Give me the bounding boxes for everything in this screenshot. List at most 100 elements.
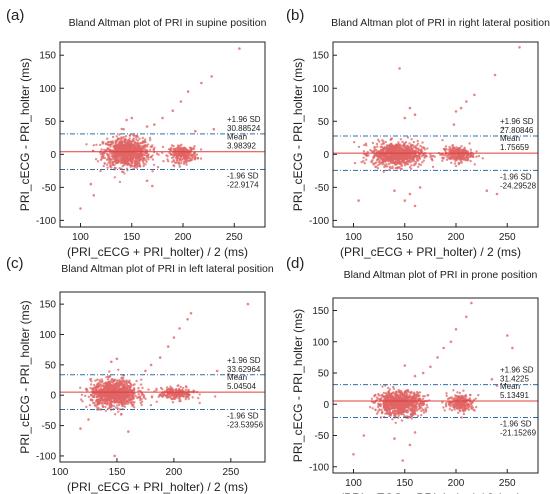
- data-point: [373, 147, 376, 151]
- data-point: [187, 397, 190, 400]
- data-point: [462, 158, 466, 161]
- y-tick-label: 100: [312, 84, 329, 95]
- data-point: [452, 406, 455, 409]
- data-point: [79, 427, 82, 430]
- data-point: [187, 388, 190, 391]
- data-point: [458, 156, 461, 159]
- data-point: [420, 155, 424, 158]
- data-point: [391, 391, 394, 395]
- data-point: [418, 157, 421, 160]
- data-point: [413, 145, 417, 148]
- data-point: [99, 158, 103, 162]
- data-point: [391, 405, 395, 409]
- data-point: [380, 410, 384, 414]
- data-point: [422, 402, 426, 406]
- data-point: [94, 386, 98, 390]
- data-point: [123, 172, 126, 175]
- data-point: [144, 144, 147, 147]
- data-point: [445, 402, 448, 405]
- x-tick-label: 100: [72, 232, 89, 243]
- data-point: [464, 395, 468, 398]
- data-point: [490, 378, 494, 381]
- data-point: [421, 371, 425, 375]
- data-point: [390, 402, 393, 405]
- data-point: [136, 139, 140, 142]
- data-point: [450, 150, 454, 153]
- data-point: [87, 395, 91, 399]
- data-point: [375, 154, 379, 157]
- panel-d: (d)Bland Altman plot of PRI in prone pos…: [286, 255, 539, 494]
- data-point: [429, 155, 432, 158]
- data-point: [387, 150, 390, 153]
- data-point: [429, 153, 432, 156]
- data-point: [407, 395, 410, 398]
- data-point: [377, 405, 380, 409]
- data-point: [457, 150, 461, 153]
- data-point: [375, 412, 379, 415]
- data-point: [403, 116, 407, 120]
- data-point: [137, 393, 140, 396]
- data-point: [456, 391, 459, 394]
- data-point: [172, 144, 175, 148]
- data-point: [131, 392, 134, 395]
- data-point: [460, 416, 463, 419]
- data-point: [473, 93, 476, 97]
- data-point: [139, 389, 142, 393]
- data-point: [103, 156, 107, 160]
- data-point: [382, 170, 385, 173]
- data-point: [130, 402, 133, 405]
- data-point: [137, 159, 141, 163]
- data-point: [396, 157, 399, 161]
- data-point: [128, 397, 131, 400]
- data-point: [401, 140, 404, 144]
- data-point: [394, 394, 397, 398]
- data-point: [132, 134, 136, 137]
- data-point: [94, 158, 98, 161]
- data-point: [444, 145, 448, 148]
- data-point: [111, 155, 115, 158]
- data-point: [176, 159, 179, 162]
- data-point: [135, 379, 138, 383]
- chart-title: Bland Altman plot of PRI in prone positi…: [344, 269, 538, 281]
- data-point: [447, 148, 450, 151]
- data-point: [386, 165, 389, 168]
- data-point: [105, 163, 109, 166]
- data-point: [408, 393, 411, 397]
- data-point: [114, 388, 118, 391]
- data-point: [171, 160, 174, 164]
- data-point: [109, 404, 113, 407]
- data-point: [177, 161, 180, 164]
- data-point: [186, 318, 189, 321]
- data-point: [481, 157, 484, 160]
- data-point: [421, 395, 425, 398]
- data-point: [112, 378, 116, 381]
- data-point: [166, 158, 169, 161]
- data-point: [455, 146, 458, 149]
- data-point: [137, 389, 140, 393]
- scatter-points: [352, 301, 514, 462]
- data-point: [383, 396, 387, 399]
- data-point: [413, 374, 417, 378]
- data-point: [368, 406, 372, 409]
- data-point: [431, 165, 435, 169]
- plot-frame: [332, 41, 539, 228]
- data-point: [414, 154, 417, 157]
- data-point: [409, 144, 413, 147]
- data-point: [102, 393, 105, 396]
- data-point: [181, 392, 185, 395]
- data-point: [453, 155, 456, 158]
- data-point: [123, 380, 127, 384]
- data-point: [401, 397, 404, 400]
- data-point: [96, 160, 100, 163]
- data-point: [190, 148, 193, 152]
- data-point: [387, 396, 390, 399]
- data-point: [464, 405, 467, 408]
- data-point: [353, 140, 356, 144]
- data-point: [420, 414, 423, 417]
- data-point: [465, 100, 468, 103]
- data-point: [172, 396, 175, 399]
- data-point: [462, 409, 466, 412]
- data-point: [393, 153, 397, 157]
- data-point: [362, 434, 366, 437]
